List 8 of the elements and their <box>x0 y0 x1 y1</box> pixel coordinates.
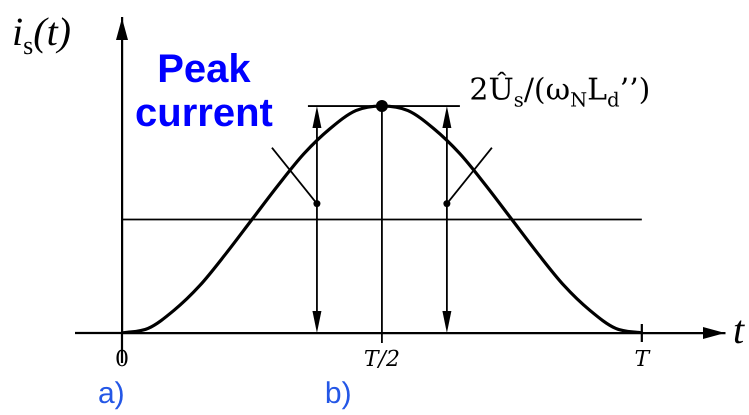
x-axis-title: t <box>733 306 744 354</box>
x-tick-label: T <box>634 346 652 372</box>
annotation: 2Û$_{s}$/(ω$_{N}$L$_{d}$’’) <box>469 72 650 112</box>
text: a) <box>98 376 125 412</box>
y-axis-title: i$_{s}$(t) <box>12 8 72 61</box>
text: b) <box>324 376 352 412</box>
x-tick-label: T/2 <box>364 346 400 372</box>
annotation: Peak current <box>134 46 274 136</box>
